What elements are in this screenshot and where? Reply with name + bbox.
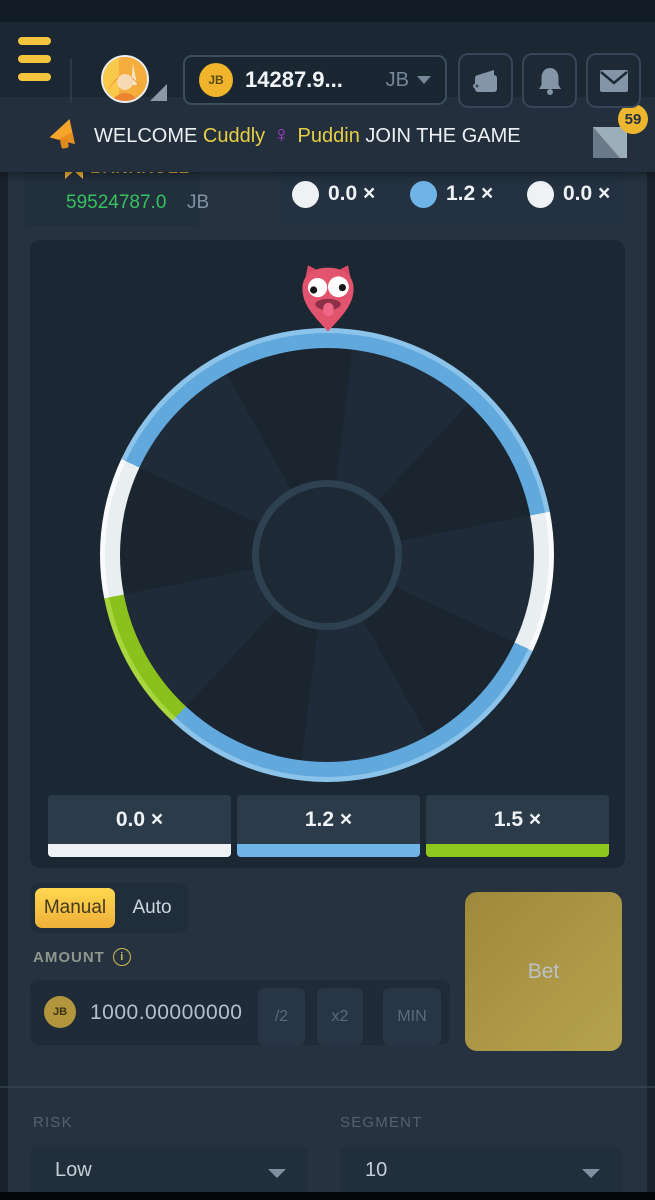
- wallet-button[interactable]: [458, 53, 513, 108]
- chevron-down-icon: [417, 76, 431, 84]
- hamburger-icon: [18, 37, 51, 45]
- notifications-button[interactable]: [522, 53, 577, 108]
- segment-value: 10: [365, 1159, 388, 1181]
- avatar-art: [103, 57, 147, 101]
- payout-label: 0.0 ×: [115, 808, 164, 831]
- chat-unread-badge: 59: [618, 104, 648, 134]
- chevron-down-icon: [268, 1169, 286, 1178]
- female-symbol: ♀: [272, 121, 290, 147]
- currency-coin-icon: JB: [44, 996, 76, 1028]
- info-icon[interactable]: [112, 948, 131, 966]
- bottom-edge-bar: [0, 1192, 655, 1200]
- hamburger-icon: [18, 73, 51, 81]
- payout-bar: [426, 844, 609, 857]
- chevron-down-icon: [582, 1169, 600, 1178]
- amount-label-row: AMOUNT: [33, 948, 131, 966]
- history-multiplier: 0.0 ×: [328, 182, 376, 205]
- wallet-icon: [472, 69, 497, 92]
- risk-value: Low: [55, 1159, 92, 1181]
- section-divider: [0, 1086, 655, 1088]
- username-last: Puddin: [297, 125, 360, 147]
- amount-value[interactable]: 1000.00000000: [90, 1001, 243, 1024]
- hamburger-icon: [18, 55, 51, 63]
- balance-amount: 14287.9...: [245, 67, 343, 92]
- mail-icon: [599, 69, 628, 92]
- history-dot: [410, 180, 437, 208]
- wheel-game-card: 0.0 × 1.2 × 1.5 ×: [30, 240, 625, 868]
- username-first: Cuddly: [202, 125, 266, 147]
- join-the-game-text: JOIN THE GAME: [365, 125, 521, 147]
- amount-input[interactable]: JB 1000.00000000 /2 x2 MIN: [30, 980, 450, 1045]
- chat-icon[interactable]: [589, 124, 631, 164]
- history-dot: [292, 180, 319, 208]
- payout-tile: 0.0 ×: [48, 795, 231, 857]
- payout-bar: [48, 844, 231, 857]
- history-item: 0.0 ×: [292, 148, 375, 226]
- payout-label: 1.5 ×: [493, 808, 542, 831]
- risk-label: RISK: [33, 1114, 73, 1131]
- history-multiplier: 0.0 ×: [563, 182, 611, 205]
- app-header: JB 14287.9... JB: [0, 22, 655, 108]
- header-divider: [70, 59, 72, 103]
- history-item: 1.2 ×: [410, 148, 493, 226]
- payout-bar: [237, 844, 420, 857]
- balance-selector[interactable]: JB 14287.9... JB: [183, 55, 447, 105]
- bankroll-currency: JB: [187, 192, 210, 213]
- risk-dropdown[interactable]: Low: [30, 1147, 308, 1200]
- payout-label: 1.2 ×: [304, 808, 353, 831]
- avatar[interactable]: [101, 55, 149, 103]
- history-multiplier: 1.2 ×: [446, 182, 494, 205]
- bet-mode-toggle: Manual Auto: [30, 883, 188, 933]
- half-amount-button[interactable]: /2: [258, 988, 305, 1045]
- history-item: 0.0 ×: [527, 148, 610, 226]
- bet-button[interactable]: Bet: [465, 892, 622, 1051]
- bell-icon: [538, 67, 561, 95]
- history-dot: [527, 180, 554, 208]
- segment-label: SEGMENT: [340, 1114, 423, 1131]
- devil-pointer-mascot: [302, 265, 354, 332]
- avatar-level-triangle: [150, 84, 167, 101]
- megaphone-icon: [49, 118, 75, 149]
- tab-auto[interactable]: Auto: [132, 897, 172, 918]
- bankroll-value: 59524787.0: [66, 192, 167, 213]
- messages-button[interactable]: [586, 53, 641, 108]
- min-amount-button[interactable]: MIN: [383, 988, 441, 1045]
- wheel-hub: [252, 480, 402, 630]
- welcome-message: WELCOME Cuddly ♀ Puddin JOIN THE GAME: [94, 121, 521, 148]
- balance-currency: JB: [385, 68, 409, 91]
- tab-manual[interactable]: Manual: [35, 888, 115, 928]
- payout-tile: 1.5 ×: [426, 795, 609, 857]
- segment-dropdown[interactable]: 10: [340, 1147, 622, 1200]
- double-amount-button[interactable]: x2: [317, 988, 363, 1045]
- status-strip: [0, 0, 655, 22]
- currency-coin-icon: JB: [199, 63, 233, 97]
- amount-label: AMOUNT: [33, 948, 105, 966]
- payout-tile: 1.2 ×: [237, 795, 420, 857]
- welcome-banner: WELCOME Cuddly ♀ Puddin JOIN THE GAME 59: [0, 97, 655, 172]
- welcome-word: WELCOME: [94, 125, 198, 147]
